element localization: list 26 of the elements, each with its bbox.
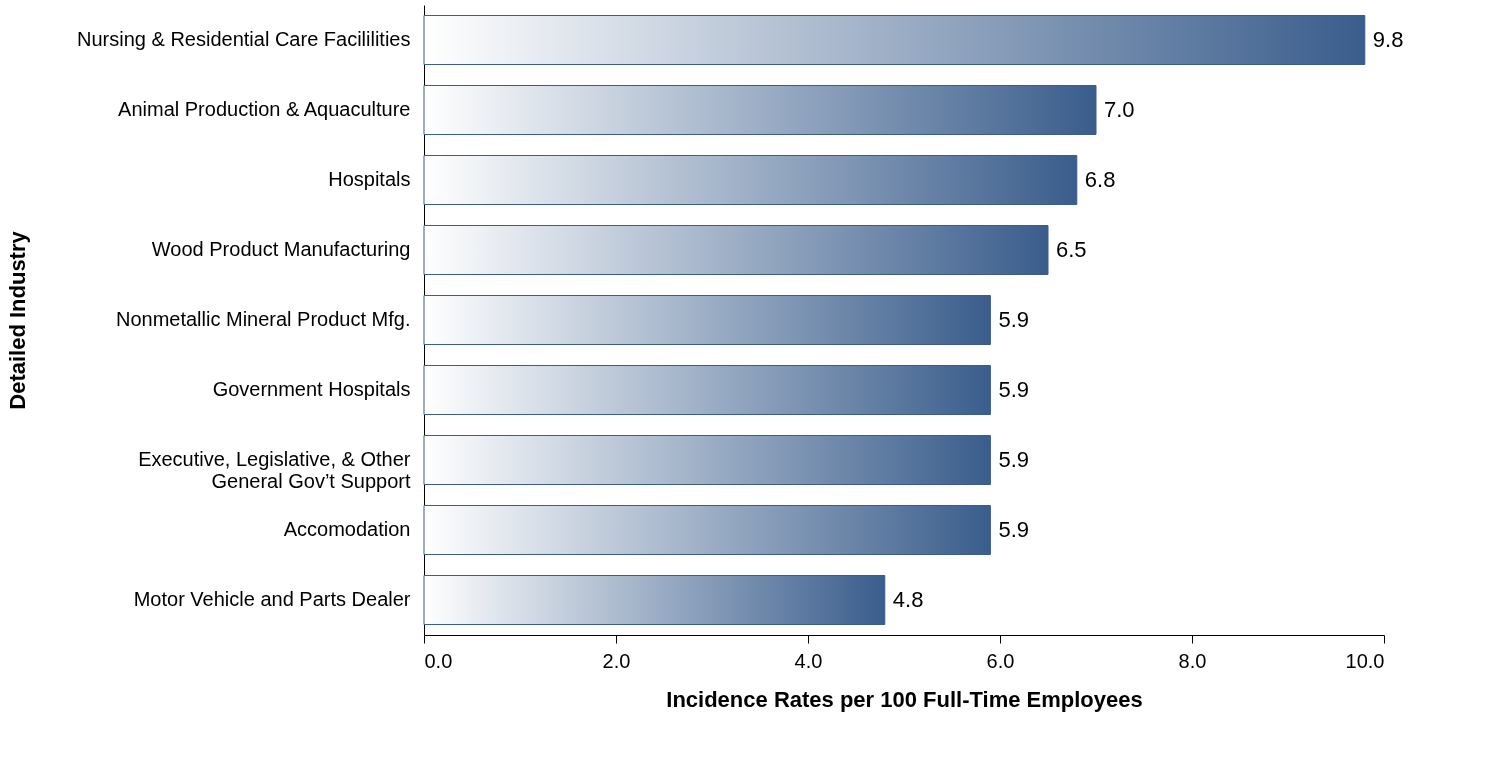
y-tick-label: Wood Product Manufacturing <box>151 238 411 260</box>
y-tick-label: Hospitals <box>328 168 411 190</box>
data-label: 5.9 <box>998 447 1029 472</box>
y-tick-label: Motor Vehicle and Parts Dealer <box>133 588 411 610</box>
x-tick-label: 10.0 <box>1345 649 1385 672</box>
x-tick-label: 4.0 <box>794 649 823 672</box>
x-tick-label: 8.0 <box>1178 649 1207 672</box>
y-tick-label: Accomodation <box>283 518 411 540</box>
x-tick-label: 0.0 <box>424 649 453 672</box>
y-axis-title: Detailed Industry <box>4 230 30 410</box>
y-tick-label: Nursing & Residential Care Facililities <box>77 28 411 50</box>
y-tick-label: Government Hospitals <box>212 378 411 400</box>
data-label: 5.9 <box>998 377 1029 402</box>
x-tick-label: 2.0 <box>602 649 631 672</box>
data-label: 7.0 <box>1104 97 1135 122</box>
y-tick-label: Nonmetallic Mineral Product Mfg. <box>115 308 411 330</box>
x-axis-title: Incidence Rates per 100 Full-Time Employees <box>666 686 1143 712</box>
y-tick-label: Animal Production & Aquaculture <box>118 98 411 120</box>
data-label: 5.9 <box>998 517 1029 542</box>
data-label: 5.9 <box>998 307 1029 332</box>
data-label: 6.8 <box>1084 167 1116 192</box>
data-label: 9.8 <box>1372 27 1404 52</box>
y-tick-label: Executive, Legislative, & Other General Gov’t Support <box>138 448 411 492</box>
data-label: 6.5 <box>1056 237 1087 262</box>
x-tick-label: 6.0 <box>986 649 1015 672</box>
data-label: 4.8 <box>892 587 924 612</box>
